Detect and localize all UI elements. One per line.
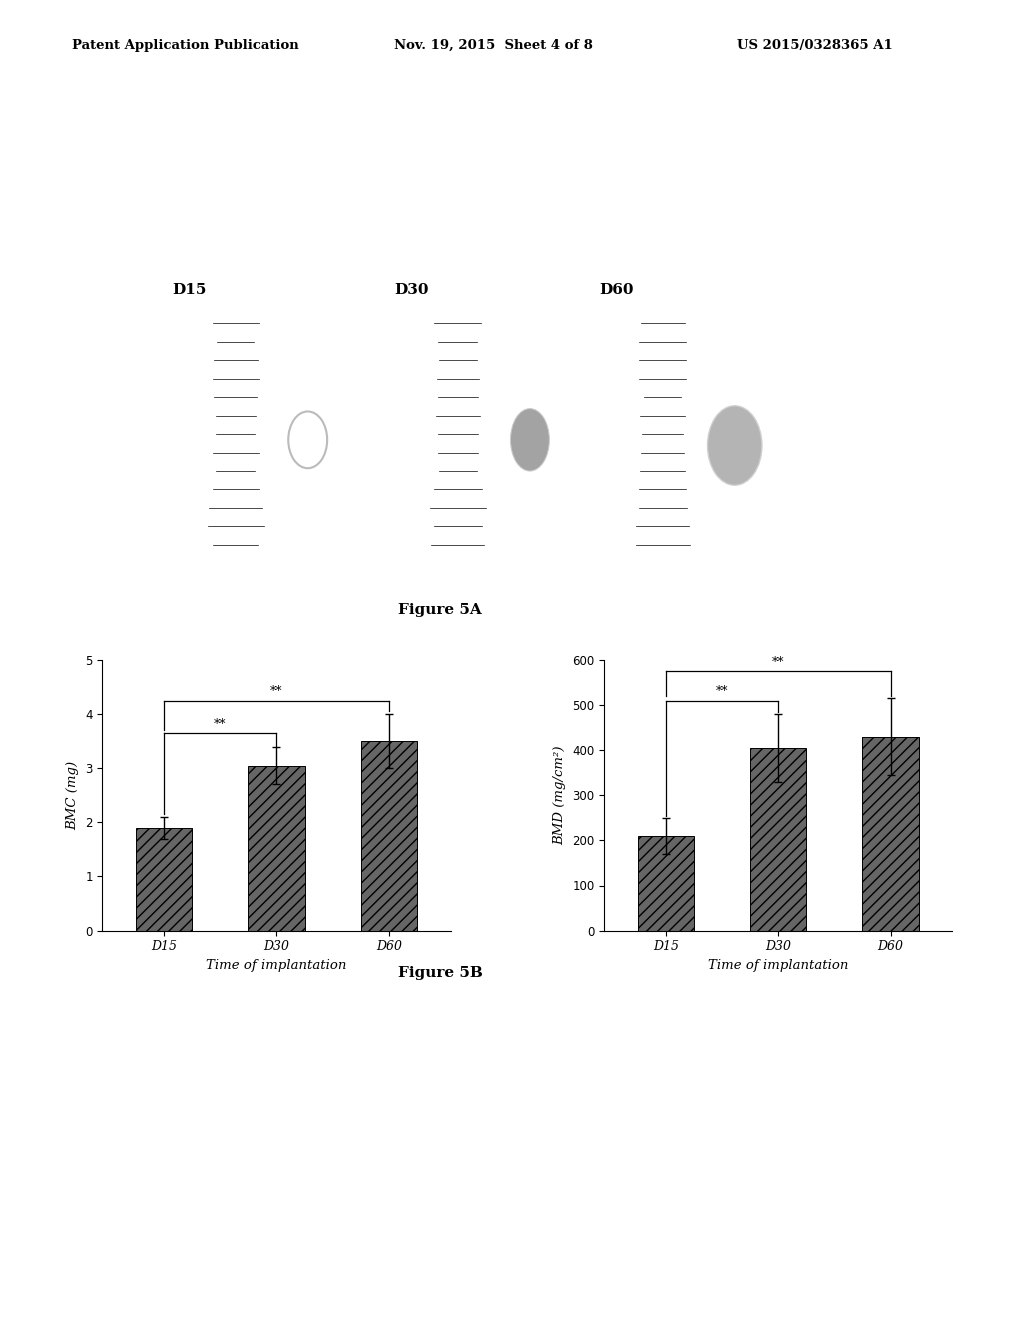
Bar xyxy=(639,494,687,508)
Bar xyxy=(214,347,258,360)
X-axis label: Time of implantation: Time of implantation xyxy=(708,958,849,972)
Bar xyxy=(751,748,806,931)
Bar xyxy=(436,403,479,416)
Bar xyxy=(640,458,685,471)
Bar xyxy=(217,329,254,342)
Bar xyxy=(213,440,259,453)
Text: **: ** xyxy=(214,718,226,731)
Circle shape xyxy=(708,405,762,486)
Text: D30: D30 xyxy=(394,282,429,297)
Ellipse shape xyxy=(609,525,716,582)
Bar xyxy=(208,512,263,527)
Text: US 2015/0328365 A1: US 2015/0328365 A1 xyxy=(737,38,893,51)
Text: D15: D15 xyxy=(172,282,207,297)
Bar xyxy=(430,494,485,508)
Bar xyxy=(639,347,686,360)
Bar xyxy=(439,347,477,360)
Bar xyxy=(438,329,477,342)
Bar xyxy=(213,531,258,545)
Ellipse shape xyxy=(489,553,512,582)
Bar xyxy=(434,310,481,323)
Bar xyxy=(216,403,256,416)
Bar xyxy=(644,384,681,397)
Bar xyxy=(438,384,478,397)
Bar xyxy=(434,512,482,527)
Bar xyxy=(862,737,919,931)
X-axis label: Time of implantation: Time of implantation xyxy=(206,958,347,972)
Text: **: ** xyxy=(270,685,283,698)
Bar xyxy=(437,366,478,379)
Text: Figure 5A: Figure 5A xyxy=(398,603,482,618)
Ellipse shape xyxy=(403,553,427,582)
Bar xyxy=(636,512,689,527)
Bar xyxy=(639,329,686,342)
Ellipse shape xyxy=(181,553,205,582)
Bar xyxy=(641,440,684,453)
Bar xyxy=(434,477,481,490)
Y-axis label: BMC (mg): BMC (mg) xyxy=(67,760,80,830)
Bar xyxy=(249,766,304,931)
Ellipse shape xyxy=(694,553,717,582)
Bar xyxy=(213,477,259,490)
Bar xyxy=(216,421,255,434)
Bar xyxy=(214,384,257,397)
Ellipse shape xyxy=(510,409,549,471)
Y-axis label: BMD (mg/cm²): BMD (mg/cm²) xyxy=(554,746,566,845)
Bar xyxy=(216,458,255,471)
Ellipse shape xyxy=(182,525,289,582)
Bar xyxy=(431,531,484,545)
Ellipse shape xyxy=(267,553,290,582)
Bar xyxy=(640,403,685,416)
Bar xyxy=(360,742,417,931)
Text: Patent Application Publication: Patent Application Publication xyxy=(72,38,298,51)
Bar xyxy=(639,477,686,490)
Text: **: ** xyxy=(716,685,728,698)
Text: D60: D60 xyxy=(599,282,634,297)
Bar xyxy=(639,366,686,379)
Bar xyxy=(437,440,478,453)
Bar xyxy=(641,310,685,323)
Bar xyxy=(638,836,694,931)
Text: **: ** xyxy=(772,656,784,669)
Text: Nov. 19, 2015  Sheet 4 of 8: Nov. 19, 2015 Sheet 4 of 8 xyxy=(394,38,593,51)
Bar xyxy=(437,421,478,434)
Ellipse shape xyxy=(404,525,511,582)
Bar xyxy=(213,310,259,323)
Text: Figure 5B: Figure 5B xyxy=(398,966,482,981)
Bar xyxy=(642,421,683,434)
Bar xyxy=(136,828,193,931)
Ellipse shape xyxy=(608,553,632,582)
Bar xyxy=(636,531,690,545)
Bar xyxy=(209,494,262,508)
Bar xyxy=(439,458,477,471)
Bar xyxy=(213,366,259,379)
